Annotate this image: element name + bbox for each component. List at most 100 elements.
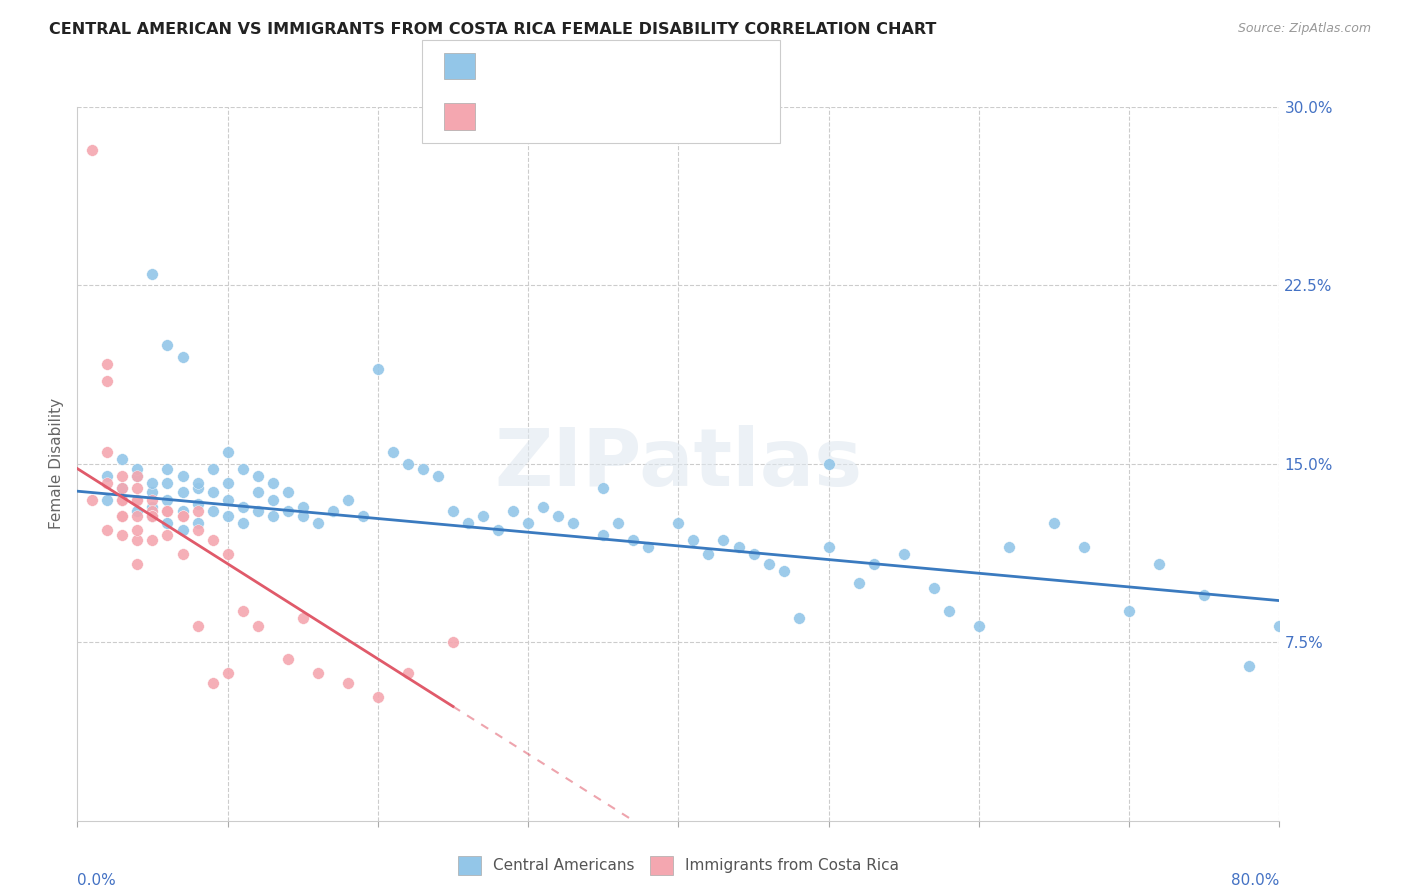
Point <box>1268 618 1291 632</box>
Point <box>637 540 659 554</box>
Point <box>217 492 239 507</box>
Point <box>127 468 149 483</box>
Point <box>472 509 495 524</box>
Point <box>127 504 149 518</box>
Point <box>111 492 134 507</box>
Point <box>141 485 163 500</box>
Text: 96: 96 <box>631 59 651 73</box>
Point <box>427 468 450 483</box>
Point <box>201 461 224 475</box>
Point <box>682 533 704 547</box>
Text: -0.294: -0.294 <box>519 110 571 124</box>
Point <box>172 524 194 538</box>
Text: N =: N = <box>582 110 628 124</box>
Point <box>141 267 163 281</box>
Point <box>592 481 614 495</box>
Point <box>111 528 134 542</box>
Point <box>772 564 794 578</box>
Point <box>502 504 524 518</box>
Point <box>141 509 163 524</box>
Point <box>187 516 209 531</box>
Point <box>141 475 163 490</box>
Point <box>1239 659 1261 673</box>
Point <box>127 481 149 495</box>
Point <box>127 524 149 538</box>
Point <box>127 509 149 524</box>
Y-axis label: Female Disability: Female Disability <box>49 398 65 530</box>
Point <box>127 557 149 571</box>
Point <box>201 675 224 690</box>
Point <box>1043 516 1066 531</box>
Point <box>96 445 118 459</box>
Text: 0.0%: 0.0% <box>77 873 117 888</box>
Point <box>127 533 149 547</box>
Point <box>111 452 134 467</box>
Legend: Central Americans, Immigrants from Costa Rica: Central Americans, Immigrants from Costa… <box>451 850 905 880</box>
Point <box>938 604 960 618</box>
Point <box>96 492 118 507</box>
Point <box>517 516 540 531</box>
Point <box>262 475 284 490</box>
Point <box>232 500 254 514</box>
Point <box>141 509 163 524</box>
Point <box>127 492 149 507</box>
Point <box>217 445 239 459</box>
Point <box>352 509 374 524</box>
Point <box>787 611 810 625</box>
Point <box>172 547 194 561</box>
Point <box>817 540 839 554</box>
Point <box>127 468 149 483</box>
Point <box>156 528 179 542</box>
Point <box>172 468 194 483</box>
Point <box>336 675 359 690</box>
Point <box>172 509 194 524</box>
Point <box>262 509 284 524</box>
Point <box>713 533 735 547</box>
Text: Source: ZipAtlas.com: Source: ZipAtlas.com <box>1237 22 1371 36</box>
Point <box>201 485 224 500</box>
Point <box>141 509 163 524</box>
Text: R =: R = <box>488 59 519 73</box>
Point <box>396 457 419 471</box>
Point <box>381 445 404 459</box>
Point <box>156 492 179 507</box>
Point <box>277 504 299 518</box>
Point <box>232 516 254 531</box>
Point <box>217 509 239 524</box>
Point <box>217 475 239 490</box>
Point <box>156 516 179 531</box>
Point <box>111 509 134 524</box>
Point <box>727 540 749 554</box>
Point <box>217 547 239 561</box>
Point <box>441 504 464 518</box>
Point <box>862 557 884 571</box>
Text: ZIPatlas: ZIPatlas <box>495 425 862 503</box>
Point <box>291 509 314 524</box>
Point <box>96 524 118 538</box>
Point <box>277 485 299 500</box>
Point <box>441 635 464 649</box>
Point <box>621 533 644 547</box>
Point <box>172 504 194 518</box>
Point <box>742 547 765 561</box>
Point <box>246 468 269 483</box>
Point <box>817 457 839 471</box>
Point <box>156 475 179 490</box>
Point <box>262 492 284 507</box>
Point <box>172 509 194 524</box>
Point <box>893 547 915 561</box>
Point <box>232 461 254 475</box>
Point <box>82 143 104 157</box>
Text: CENTRAL AMERICAN VS IMMIGRANTS FROM COSTA RICA FEMALE DISABILITY CORRELATION CHA: CENTRAL AMERICAN VS IMMIGRANTS FROM COST… <box>49 22 936 37</box>
Text: 49: 49 <box>631 110 651 124</box>
Point <box>187 524 209 538</box>
Point <box>246 618 269 632</box>
Point <box>172 350 194 364</box>
Point <box>156 504 179 518</box>
Point <box>531 500 554 514</box>
Point <box>547 509 569 524</box>
Text: N =: N = <box>582 59 628 73</box>
Point <box>127 492 149 507</box>
Point <box>111 468 134 483</box>
Point <box>96 468 118 483</box>
